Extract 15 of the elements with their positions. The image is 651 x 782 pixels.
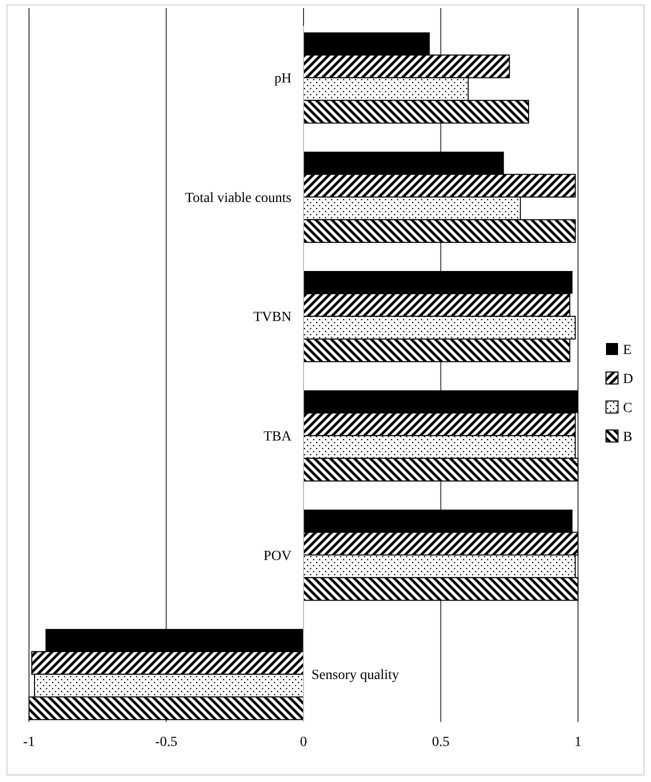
y-tick-label: Sensory quality	[312, 668, 399, 684]
x-tick-label: 0.5	[432, 734, 450, 750]
x-tick-label: -1	[23, 734, 35, 750]
legend-label: B	[623, 430, 632, 445]
x-tick-label: 0	[300, 734, 307, 750]
x-tick-label: 1	[574, 734, 582, 750]
y-tick-label: TBA	[264, 430, 292, 445]
y-tick-label: Total viable counts	[185, 190, 292, 206]
y-tick-label: POV	[263, 548, 292, 564]
y-tick-label: pH	[274, 72, 292, 87]
legend-label: D	[623, 372, 634, 387]
legend-label: C	[623, 400, 632, 416]
legend-label: E	[623, 342, 632, 358]
y-tick-label: TVBN	[253, 310, 292, 326]
x-tick-label: -0.5	[155, 734, 178, 750]
